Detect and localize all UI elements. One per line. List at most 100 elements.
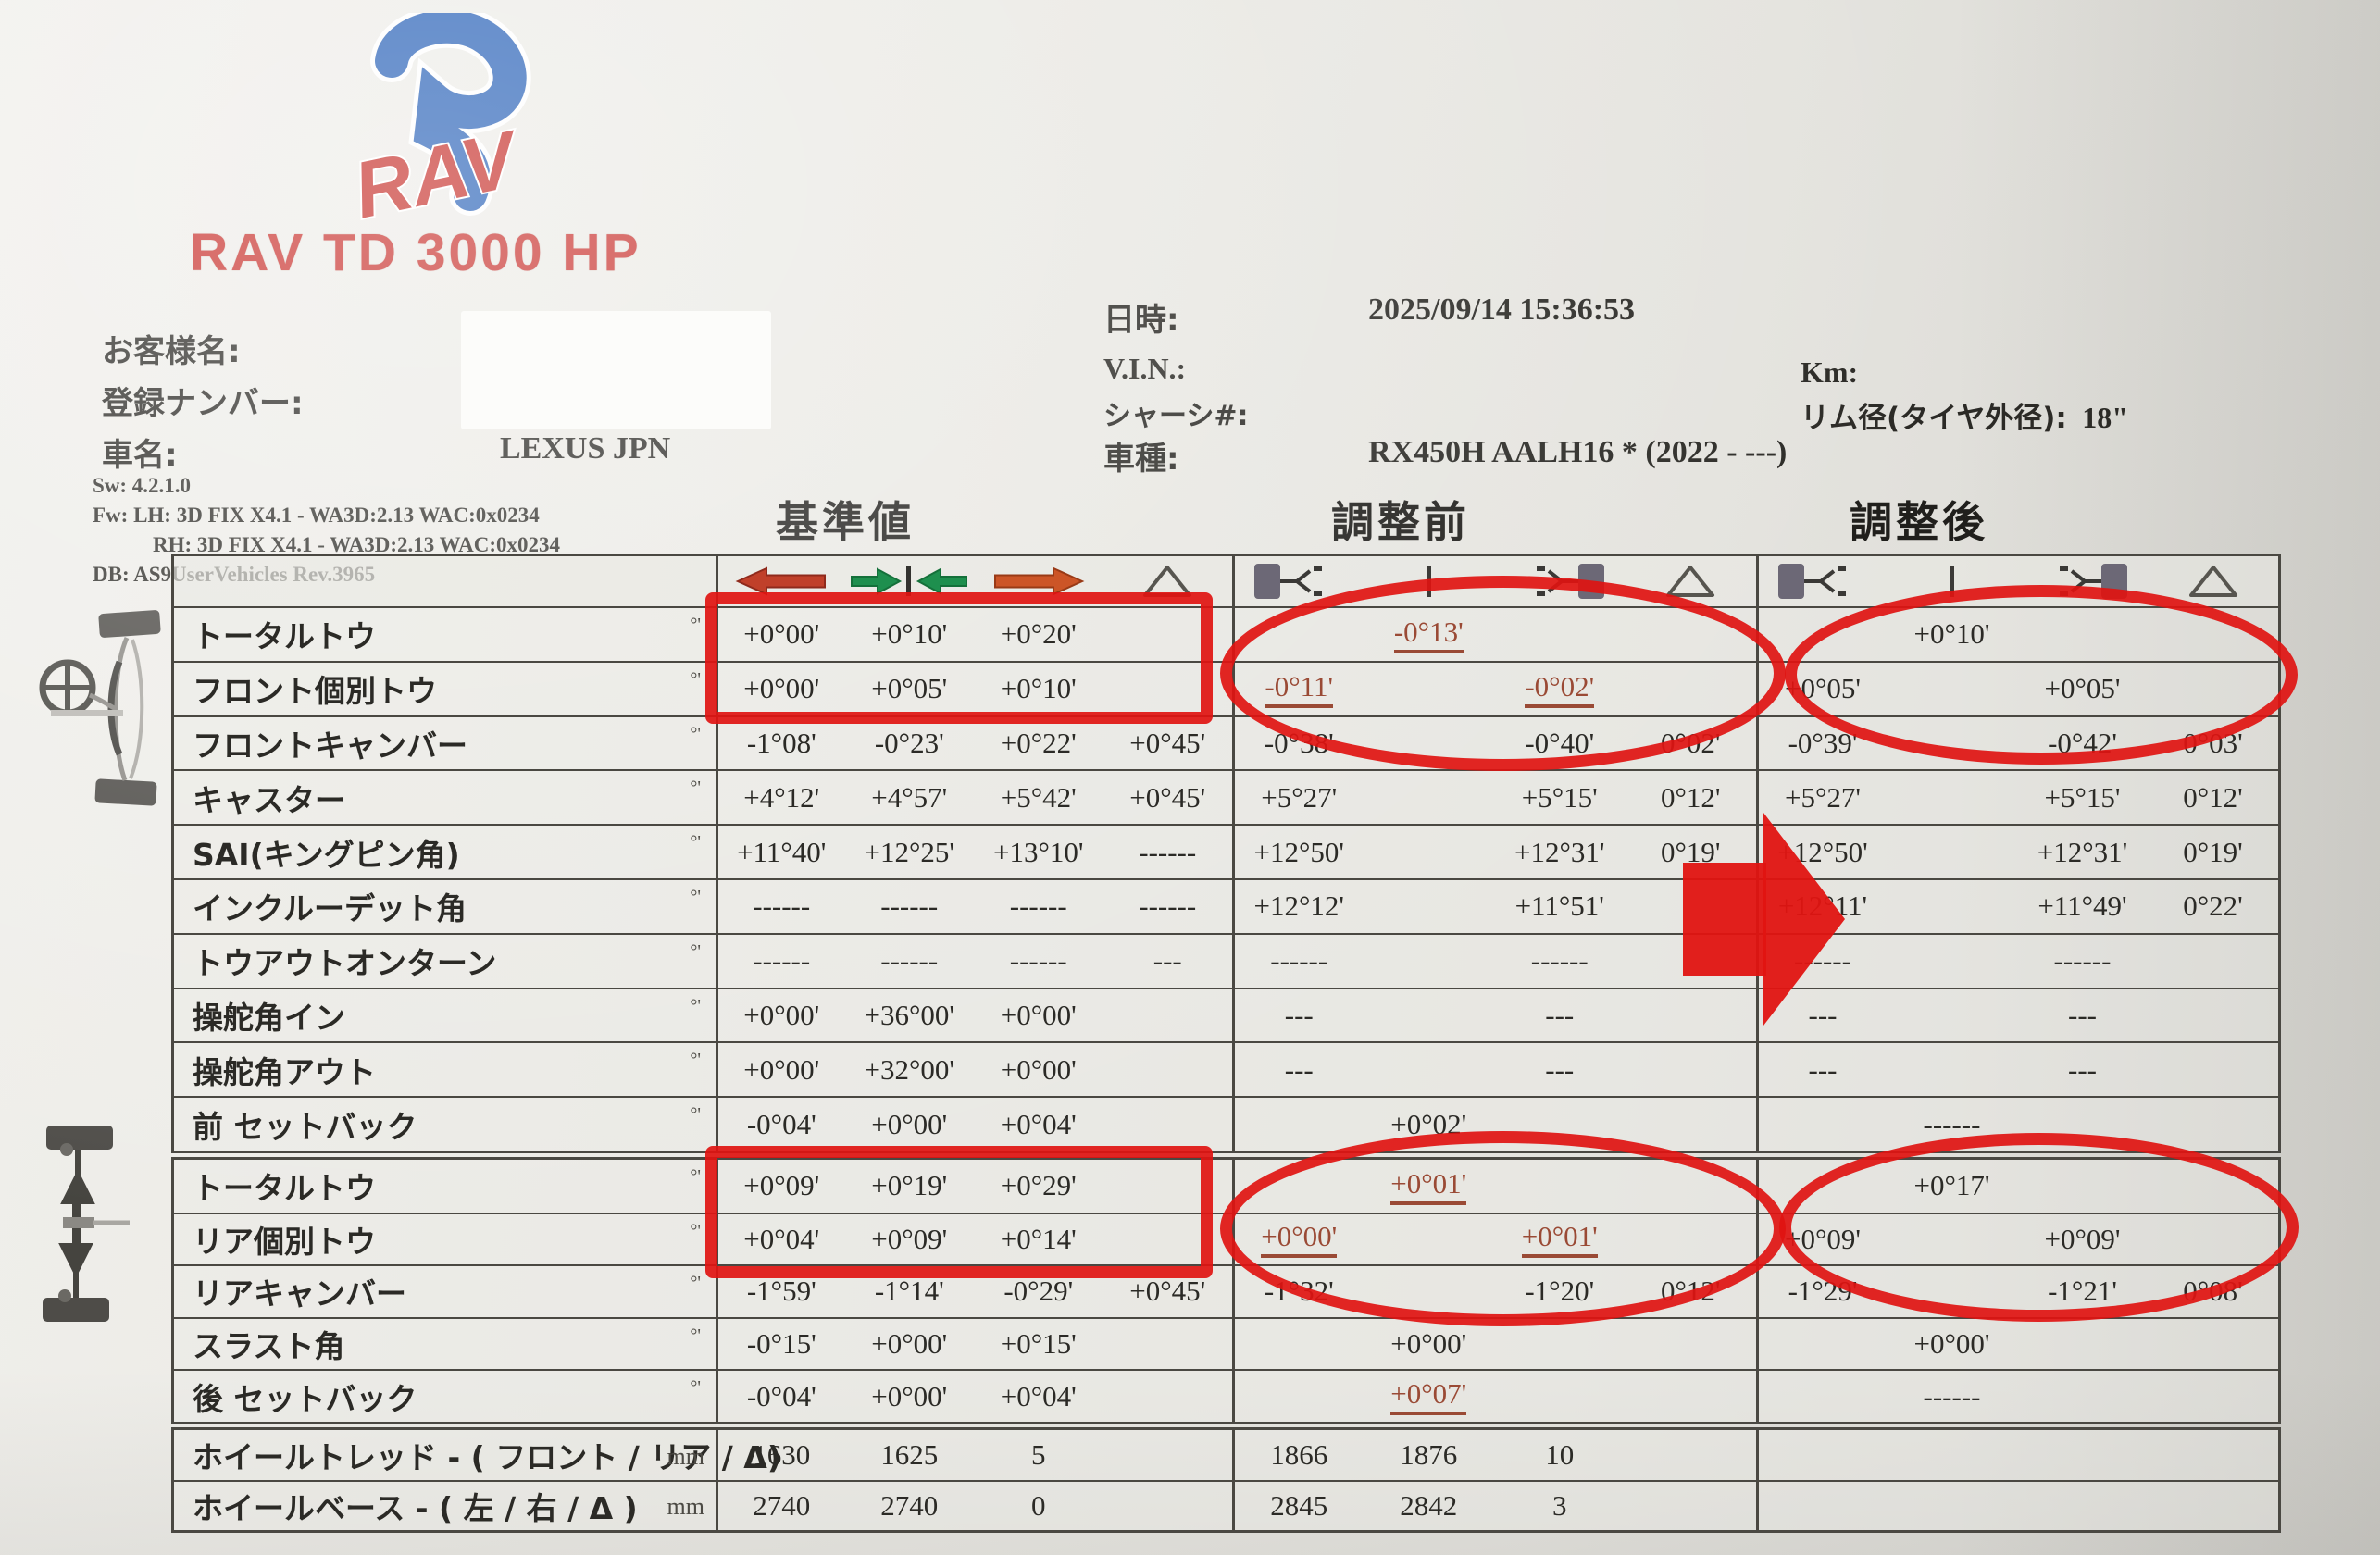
value-cell <box>2148 1369 2278 1422</box>
value-cell: +0°00' <box>974 1041 1103 1096</box>
value-cell <box>1626 1160 1757 1213</box>
value-cell: 1866 <box>1232 1430 1364 1480</box>
value-cell: +0°00' <box>844 1316 974 1370</box>
value-cell <box>1887 660 2017 715</box>
value-cell <box>2148 932 2278 988</box>
value-cell <box>1887 1264 2017 1317</box>
value-cell <box>1103 606 1232 661</box>
value-cell: +12°25' <box>844 824 974 878</box>
rim-label: リム径(タイヤ外径): <box>1801 402 2067 435</box>
value-cell <box>1232 1316 1364 1370</box>
value-cell: --- <box>1103 932 1232 988</box>
row-label: トウアウトオンターン °' <box>174 932 716 988</box>
value-cell: -0°11' <box>1232 660 1364 715</box>
registration-label: 登録ナンバー: <box>102 385 304 422</box>
value-cell: +0°29' <box>1000 1169 1077 1202</box>
value-cell <box>1103 1212 1232 1265</box>
date-label: 日時: <box>1103 302 1179 339</box>
value-cell: +12°31' <box>2017 824 2148 878</box>
rim-value: 18" <box>2082 401 2129 434</box>
value-cell: +12°12' <box>1232 877 1364 933</box>
value-cell <box>1887 1212 2017 1265</box>
value-cell: +0°09' <box>2017 1212 2148 1265</box>
value-cell: --- <box>1756 1041 1887 1097</box>
value-cell: --- <box>1494 987 1626 1042</box>
value-cell: ------ <box>1756 932 1887 988</box>
value-cell: 1876 <box>1400 1438 1458 1471</box>
value-cell <box>2148 1041 2278 1096</box>
value-cell: +0°00' <box>1232 1212 1364 1265</box>
value-cell <box>1756 1316 1887 1370</box>
section-header-standard: 基準値 <box>776 497 915 547</box>
value-cell: -0°23' <box>844 715 974 770</box>
value-cell: ------ <box>716 877 845 933</box>
value-cell: -0°04' <box>716 1096 845 1151</box>
value-cell <box>1756 1160 1887 1213</box>
after-delta-triangle-icon <box>2148 556 2278 606</box>
value-cell <box>1363 932 1494 988</box>
value-cell <box>1363 1041 1494 1096</box>
value-cell: +12°11' <box>1756 877 1887 933</box>
value-cell <box>1103 1160 1233 1213</box>
row-unit: °' <box>690 1325 701 1346</box>
svg-text:RAV: RAV <box>346 114 530 236</box>
value-cell <box>1363 1264 1494 1317</box>
value-cell: +0°07' <box>1363 1369 1494 1422</box>
value-cell <box>2017 1160 2148 1213</box>
value-cell <box>1103 1041 1232 1096</box>
value-cell: +0°00' <box>844 1096 974 1151</box>
value-cell: 2845 <box>1232 1480 1364 1530</box>
value-cell: ------ <box>844 932 974 988</box>
value-cell <box>2148 660 2278 715</box>
value-cell: +0°20' <box>974 606 1103 661</box>
row-label: 操舵角アウト °' <box>174 1041 716 1096</box>
alignment-table-dimensions: ホイールトレッド - ( フロント / リア / Δ) mm 1630 1625 5 18… <box>171 1427 2281 1533</box>
value-cell <box>1363 877 1494 933</box>
value-cell: +0°01' <box>1494 1212 1626 1265</box>
value-cell <box>1625 932 1756 988</box>
alignment-table-rear: トータルトウ °' +0°09' +0°19' +0°29' +0°01' +0°17' リア… <box>171 1157 2281 1424</box>
value-cell: +0°04' <box>716 1212 845 1265</box>
after-left-wheel-icon <box>1756 556 1887 606</box>
value-cell: +11°49' <box>2017 877 2148 933</box>
value-cell: +5°15' <box>2017 769 2148 824</box>
value-cell <box>1625 1096 1756 1151</box>
row-unit: mm <box>667 1493 704 1520</box>
value-cell: 0°02' <box>1625 715 1756 770</box>
row-label: フロント個別トウ °' <box>174 660 716 715</box>
value-cell: +0°09' <box>844 1212 974 1265</box>
row-label: ホイールベース - ( 左 / 右 / Δ ) mm <box>174 1480 716 1530</box>
row-unit: °' <box>690 995 701 1016</box>
value-cell: +0°05' <box>844 660 974 715</box>
row-unit: °' <box>690 1220 701 1241</box>
value-cell <box>1103 1316 1232 1370</box>
sw-version: Sw: 4.2.1.0 <box>93 474 192 497</box>
value-cell <box>1232 606 1364 661</box>
value-cell <box>1494 1096 1626 1151</box>
icon-header-spacer <box>174 556 716 606</box>
value-cell: +0°14' <box>974 1212 1103 1265</box>
value-cell: 2740 <box>844 1480 974 1530</box>
value-cell: +32°00' <box>844 1041 974 1096</box>
value-cell <box>1625 606 1756 661</box>
value-cell <box>2017 1480 2148 1530</box>
value-cell: +0°00' <box>1887 1316 2017 1370</box>
value-cell: --- <box>2017 987 2148 1042</box>
value-cell <box>1363 824 1494 878</box>
car-name-label: 車名: <box>102 437 178 474</box>
before-delta-triangle-icon <box>1625 556 1756 606</box>
value-cell: +0°45' <box>1103 769 1232 824</box>
value-cell: +0°45' <box>1103 1264 1232 1317</box>
value-cell: -0°04' <box>716 1369 845 1422</box>
value-cell: ------ <box>1103 824 1232 878</box>
row-label: フロントキャンバー °' <box>174 715 716 770</box>
value-cell <box>1363 1212 1494 1265</box>
db-version: DB: AS9UserVehicles Rev.3965 <box>93 563 376 586</box>
value-cell <box>1363 660 1494 715</box>
value-cell: +0°09' <box>1756 1212 1887 1265</box>
value-cell: -1°20' <box>1494 1264 1626 1317</box>
value-cell <box>1887 1041 2017 1096</box>
value-cell: 1625 <box>880 1438 939 1471</box>
value-cell: -0°15' <box>716 1316 845 1370</box>
